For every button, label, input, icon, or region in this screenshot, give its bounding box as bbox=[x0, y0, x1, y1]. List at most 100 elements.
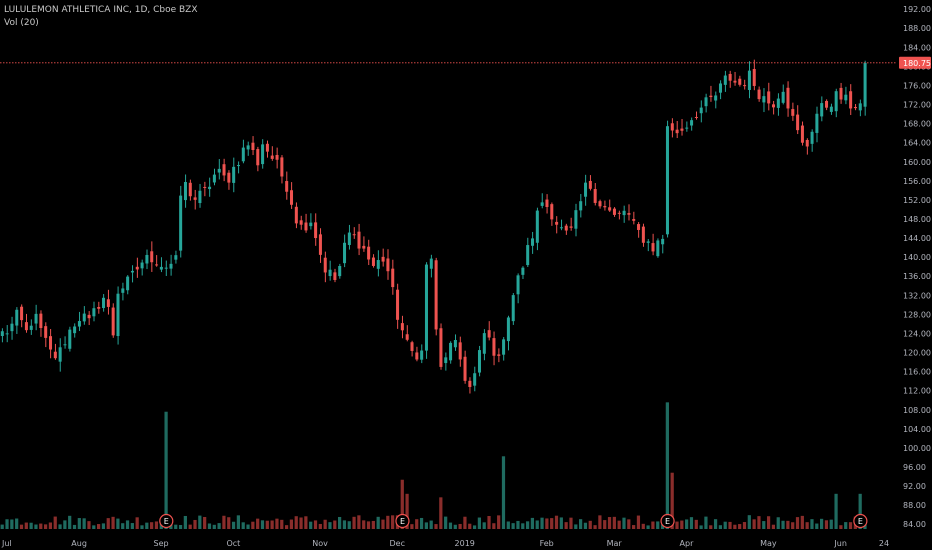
volume-bar bbox=[453, 524, 457, 529]
volume-bar bbox=[699, 525, 703, 529]
candle-body bbox=[714, 95, 718, 101]
candle-body bbox=[482, 333, 486, 354]
candle-body bbox=[699, 107, 703, 114]
volume-bar bbox=[771, 524, 776, 529]
volume-bar bbox=[487, 516, 491, 529]
volume-bar bbox=[612, 516, 616, 529]
volume-bar bbox=[150, 522, 154, 529]
volume-bar bbox=[183, 515, 187, 529]
price-tick-label: 112.00 bbox=[903, 387, 931, 396]
candle-body bbox=[757, 89, 761, 100]
volume-bar bbox=[588, 520, 592, 529]
candle-body bbox=[338, 266, 342, 277]
candle-body bbox=[670, 123, 674, 131]
candle-body bbox=[106, 299, 110, 307]
candle-body bbox=[429, 258, 433, 269]
price-tick-label: 128.00 bbox=[903, 310, 931, 319]
price-tick-label: 184.00 bbox=[903, 43, 931, 52]
volume-bar bbox=[574, 524, 578, 529]
volume-bar bbox=[241, 522, 245, 529]
volume-bar bbox=[689, 517, 694, 529]
volume-bar bbox=[820, 518, 824, 529]
volume-bar bbox=[164, 411, 168, 529]
volume-bar bbox=[492, 523, 496, 529]
volume-bar bbox=[357, 515, 361, 529]
volume-bar bbox=[569, 517, 573, 529]
candle-body bbox=[256, 149, 260, 166]
candle-body bbox=[386, 258, 390, 272]
time-axis-label: Jun bbox=[833, 539, 847, 548]
candle-body bbox=[825, 100, 829, 108]
volume-bar bbox=[251, 521, 255, 529]
time-axis-label: Oct bbox=[226, 539, 240, 548]
price-tick-label: 156.00 bbox=[903, 177, 931, 186]
candle-body bbox=[796, 114, 800, 131]
volume-bar bbox=[212, 524, 216, 529]
volume-bar bbox=[116, 518, 120, 529]
price-tick-label: 136.00 bbox=[903, 272, 931, 281]
candle-body bbox=[150, 251, 154, 263]
candle-body bbox=[24, 322, 28, 331]
volume-bar bbox=[834, 493, 838, 529]
volume-bar bbox=[154, 521, 159, 529]
volume-bar bbox=[92, 525, 96, 529]
volume-bar bbox=[506, 521, 510, 529]
price-tick-label: 164.00 bbox=[903, 139, 931, 148]
candle-body bbox=[140, 262, 144, 269]
volume-bar bbox=[477, 517, 481, 529]
volume-bar bbox=[742, 522, 747, 529]
volume-bar bbox=[439, 497, 443, 529]
candle-body bbox=[174, 255, 178, 260]
volume-bar bbox=[270, 520, 274, 529]
candle-body bbox=[844, 94, 848, 101]
candle-body bbox=[492, 338, 496, 356]
volume-bar bbox=[410, 524, 414, 529]
volume-bar bbox=[718, 525, 722, 529]
volume-bar bbox=[145, 522, 149, 529]
candle-body bbox=[502, 339, 506, 355]
volume-bar bbox=[844, 522, 848, 529]
volume-bar bbox=[665, 402, 669, 529]
volume-bar bbox=[781, 520, 785, 529]
candle-body bbox=[752, 68, 756, 86]
candle-body bbox=[367, 246, 371, 260]
volume-bar bbox=[468, 523, 472, 529]
time-axis-label: 2019 bbox=[455, 539, 475, 548]
time-axis-label: Dec bbox=[389, 539, 404, 548]
candle-body bbox=[97, 307, 101, 309]
volume-bar bbox=[795, 517, 800, 529]
volume-bar bbox=[535, 520, 539, 529]
candle-body bbox=[410, 342, 414, 351]
candle-body bbox=[665, 126, 669, 235]
volume-bar bbox=[617, 520, 621, 529]
candle-body bbox=[15, 309, 19, 326]
candle-body bbox=[227, 172, 231, 183]
candle-body bbox=[396, 289, 400, 320]
volume-bar bbox=[839, 525, 843, 529]
volume-bar bbox=[338, 516, 342, 529]
volume-bar bbox=[19, 524, 24, 529]
candle-body bbox=[709, 95, 713, 98]
candle-body bbox=[791, 109, 795, 116]
volume-bar bbox=[415, 519, 419, 529]
volume-bar bbox=[289, 519, 294, 529]
candle-body bbox=[622, 210, 626, 216]
volume-bar bbox=[554, 515, 559, 529]
time-axis-label: Nov bbox=[312, 539, 328, 548]
volume-bar bbox=[463, 516, 467, 529]
volume-bar bbox=[636, 515, 641, 529]
volume-bar bbox=[87, 521, 91, 529]
volume-bar bbox=[545, 518, 549, 529]
last-price-label: 180.75 bbox=[903, 59, 931, 68]
candle-body bbox=[155, 264, 159, 266]
volume-bar bbox=[564, 522, 568, 529]
volume-bar bbox=[747, 515, 751, 529]
candle-body bbox=[641, 226, 645, 243]
candle-body bbox=[834, 91, 838, 112]
earnings-marker-label: E bbox=[164, 517, 169, 526]
volume-bar bbox=[458, 523, 462, 529]
candle-body bbox=[526, 245, 530, 266]
volume-bar bbox=[140, 525, 144, 529]
candle-body bbox=[704, 97, 708, 107]
